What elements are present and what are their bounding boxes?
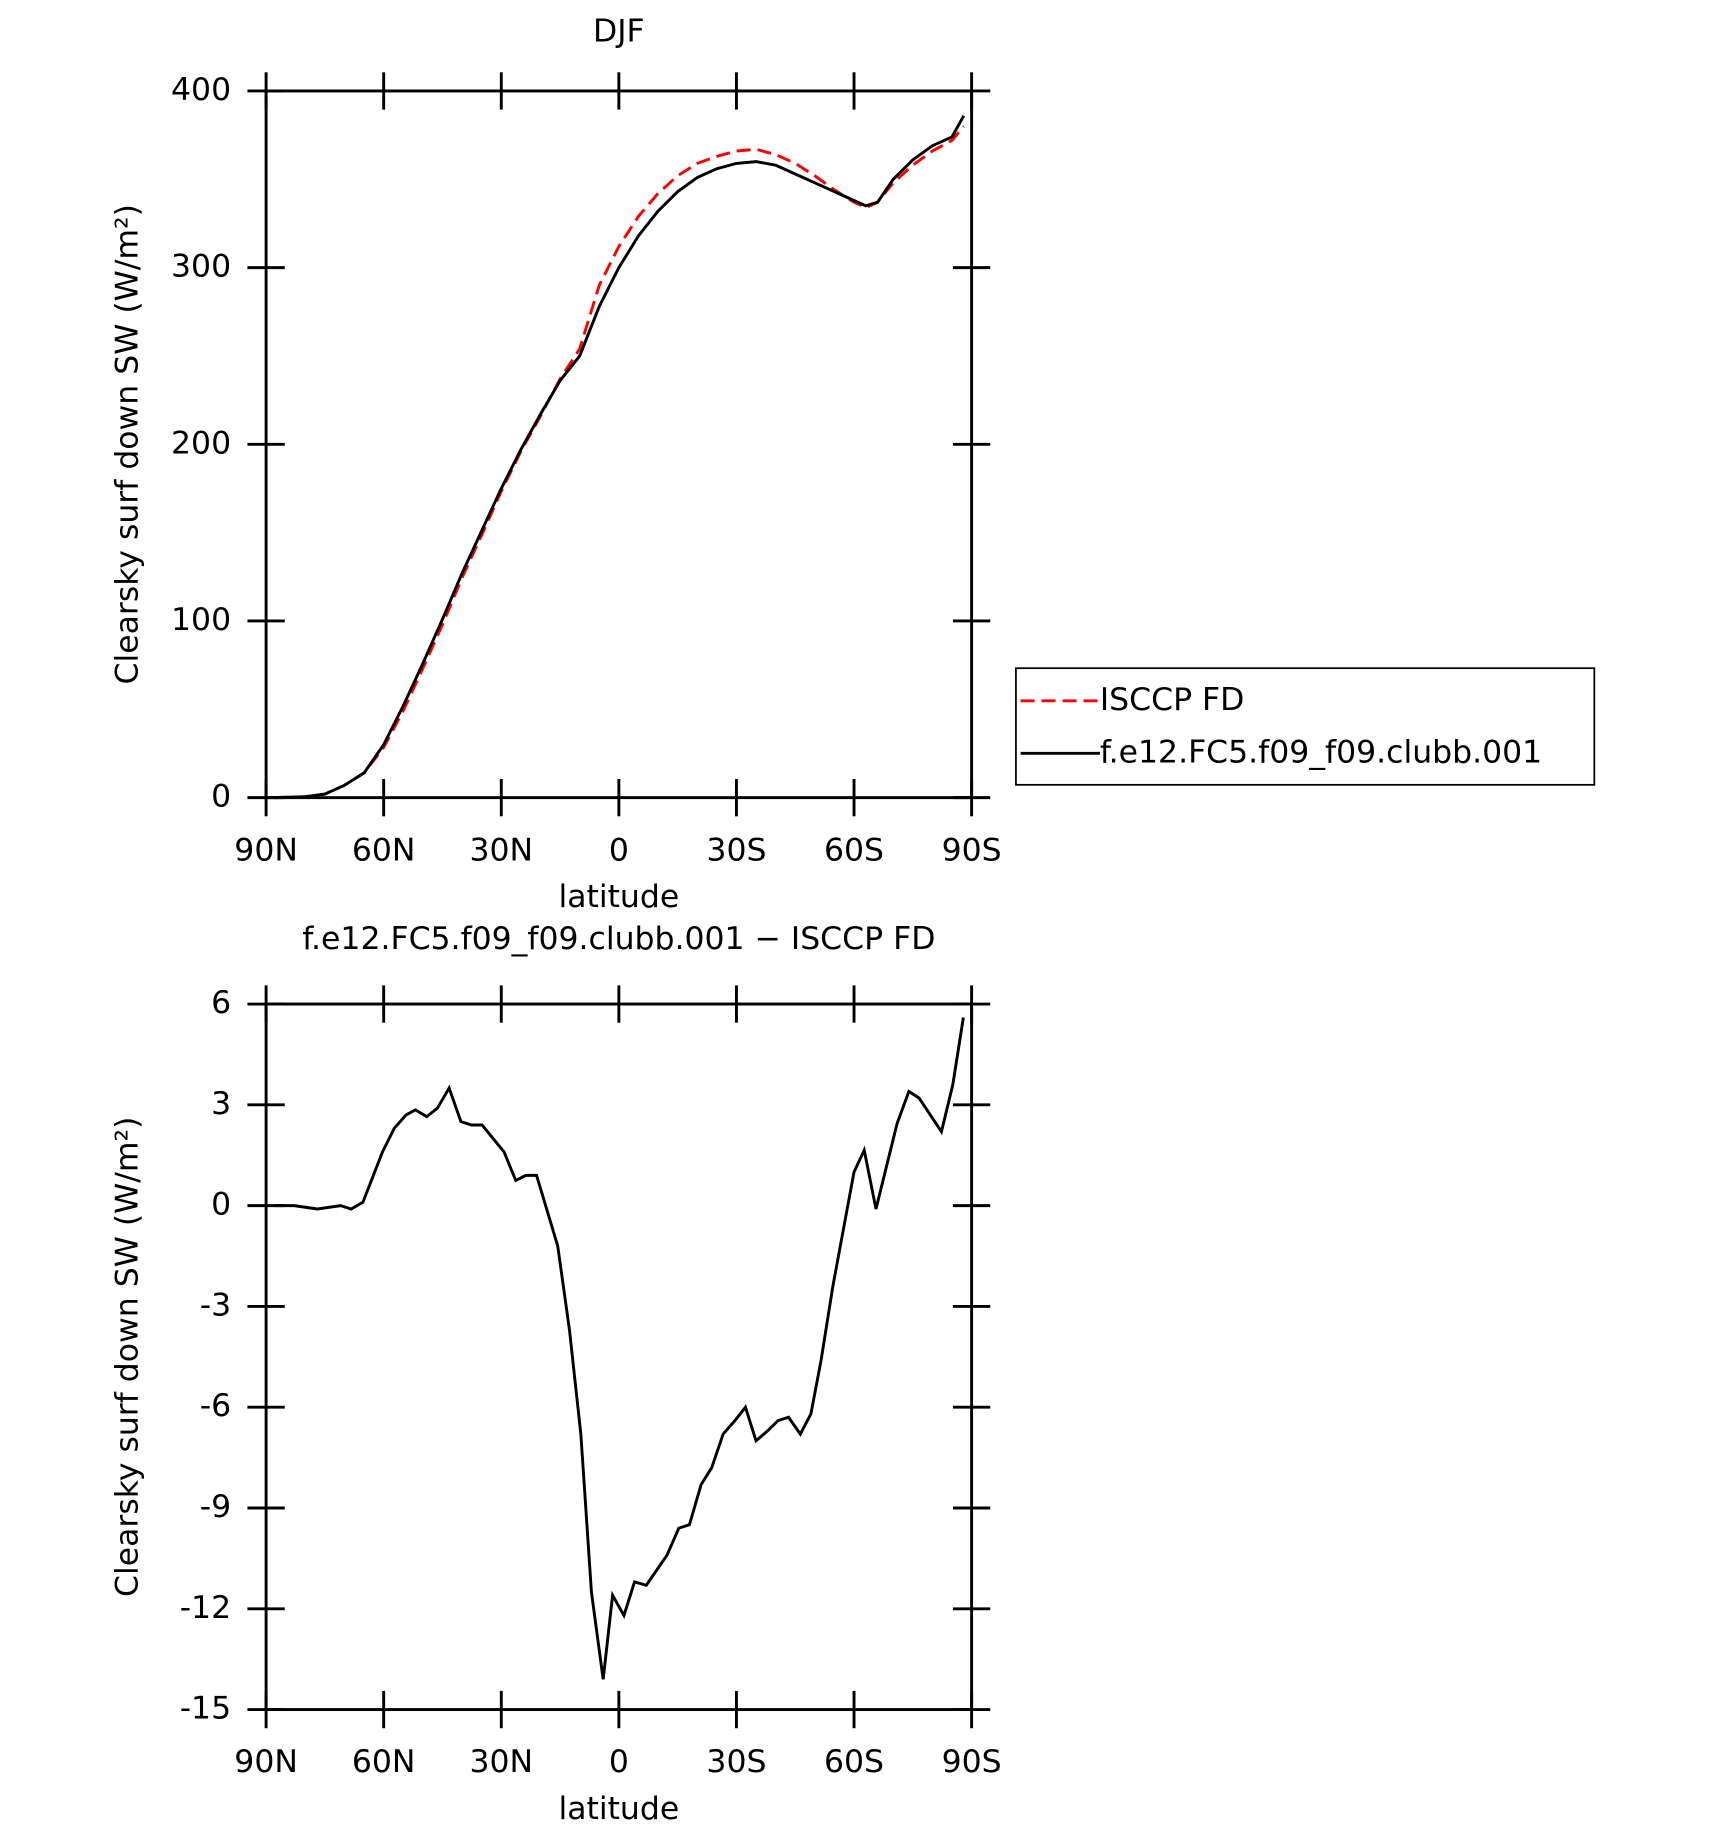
y-axis-label: Clearsky surf down SW (W/m²): [109, 204, 145, 684]
x-tick-label: 30N: [469, 1744, 533, 1780]
data-line: [274, 1017, 965, 1680]
x-tick-label: 30S: [706, 832, 766, 868]
y-tick-label: -15: [180, 1691, 231, 1727]
y-tick-label: 200: [171, 425, 231, 461]
x-tick-label: 60N: [352, 832, 416, 868]
legend-label: f.e12.FC5.f09_f09.clubb.001: [1100, 734, 1542, 770]
y-tick-label: 300: [171, 249, 231, 285]
y-tick-label: 6: [211, 985, 231, 1021]
chart-title: DJF: [593, 14, 645, 50]
x-tick-label: 0: [609, 1744, 629, 1780]
data-line: [273, 114, 966, 800]
x-tick-label: 90N: [234, 1744, 298, 1780]
y-tick-label: 3: [211, 1086, 231, 1122]
y-tick-label: 100: [171, 602, 231, 638]
y-tick-label: -3: [200, 1287, 231, 1323]
x-tick-label: 30S: [706, 1744, 766, 1780]
y-tick-label: 0: [211, 1187, 231, 1223]
x-tick-label: 90N: [234, 832, 298, 868]
x-tick-label: 0: [609, 832, 629, 868]
data-line: [273, 125, 965, 800]
y-tick-label: -12: [180, 1590, 231, 1626]
y-tick-label: -9: [200, 1489, 231, 1525]
legend-box: [1015, 667, 1596, 786]
y-tick-label: 400: [171, 72, 231, 108]
y-tick-label: 0: [211, 779, 231, 815]
plot-frame: [264, 89, 974, 800]
y-axis-label: Clearsky surf down SW (W/m²): [109, 1117, 145, 1597]
x-tick-label: 60S: [824, 832, 884, 868]
x-tick-label: 90S: [942, 1744, 1002, 1780]
chart-title: f.e12.FC5.f09_f09.clubb.001 − ISCCP FD: [302, 921, 935, 957]
x-axis-label: latitude: [558, 879, 679, 915]
x-tick-label: 60N: [352, 1744, 416, 1780]
legend-label: ISCCP FD: [1100, 682, 1245, 718]
x-tick-label: 30N: [469, 832, 533, 868]
y-tick-label: -6: [200, 1388, 231, 1424]
x-tick-label: 60S: [824, 1744, 884, 1780]
x-axis-label: latitude: [558, 1791, 679, 1827]
x-tick-label: 90S: [942, 832, 1002, 868]
